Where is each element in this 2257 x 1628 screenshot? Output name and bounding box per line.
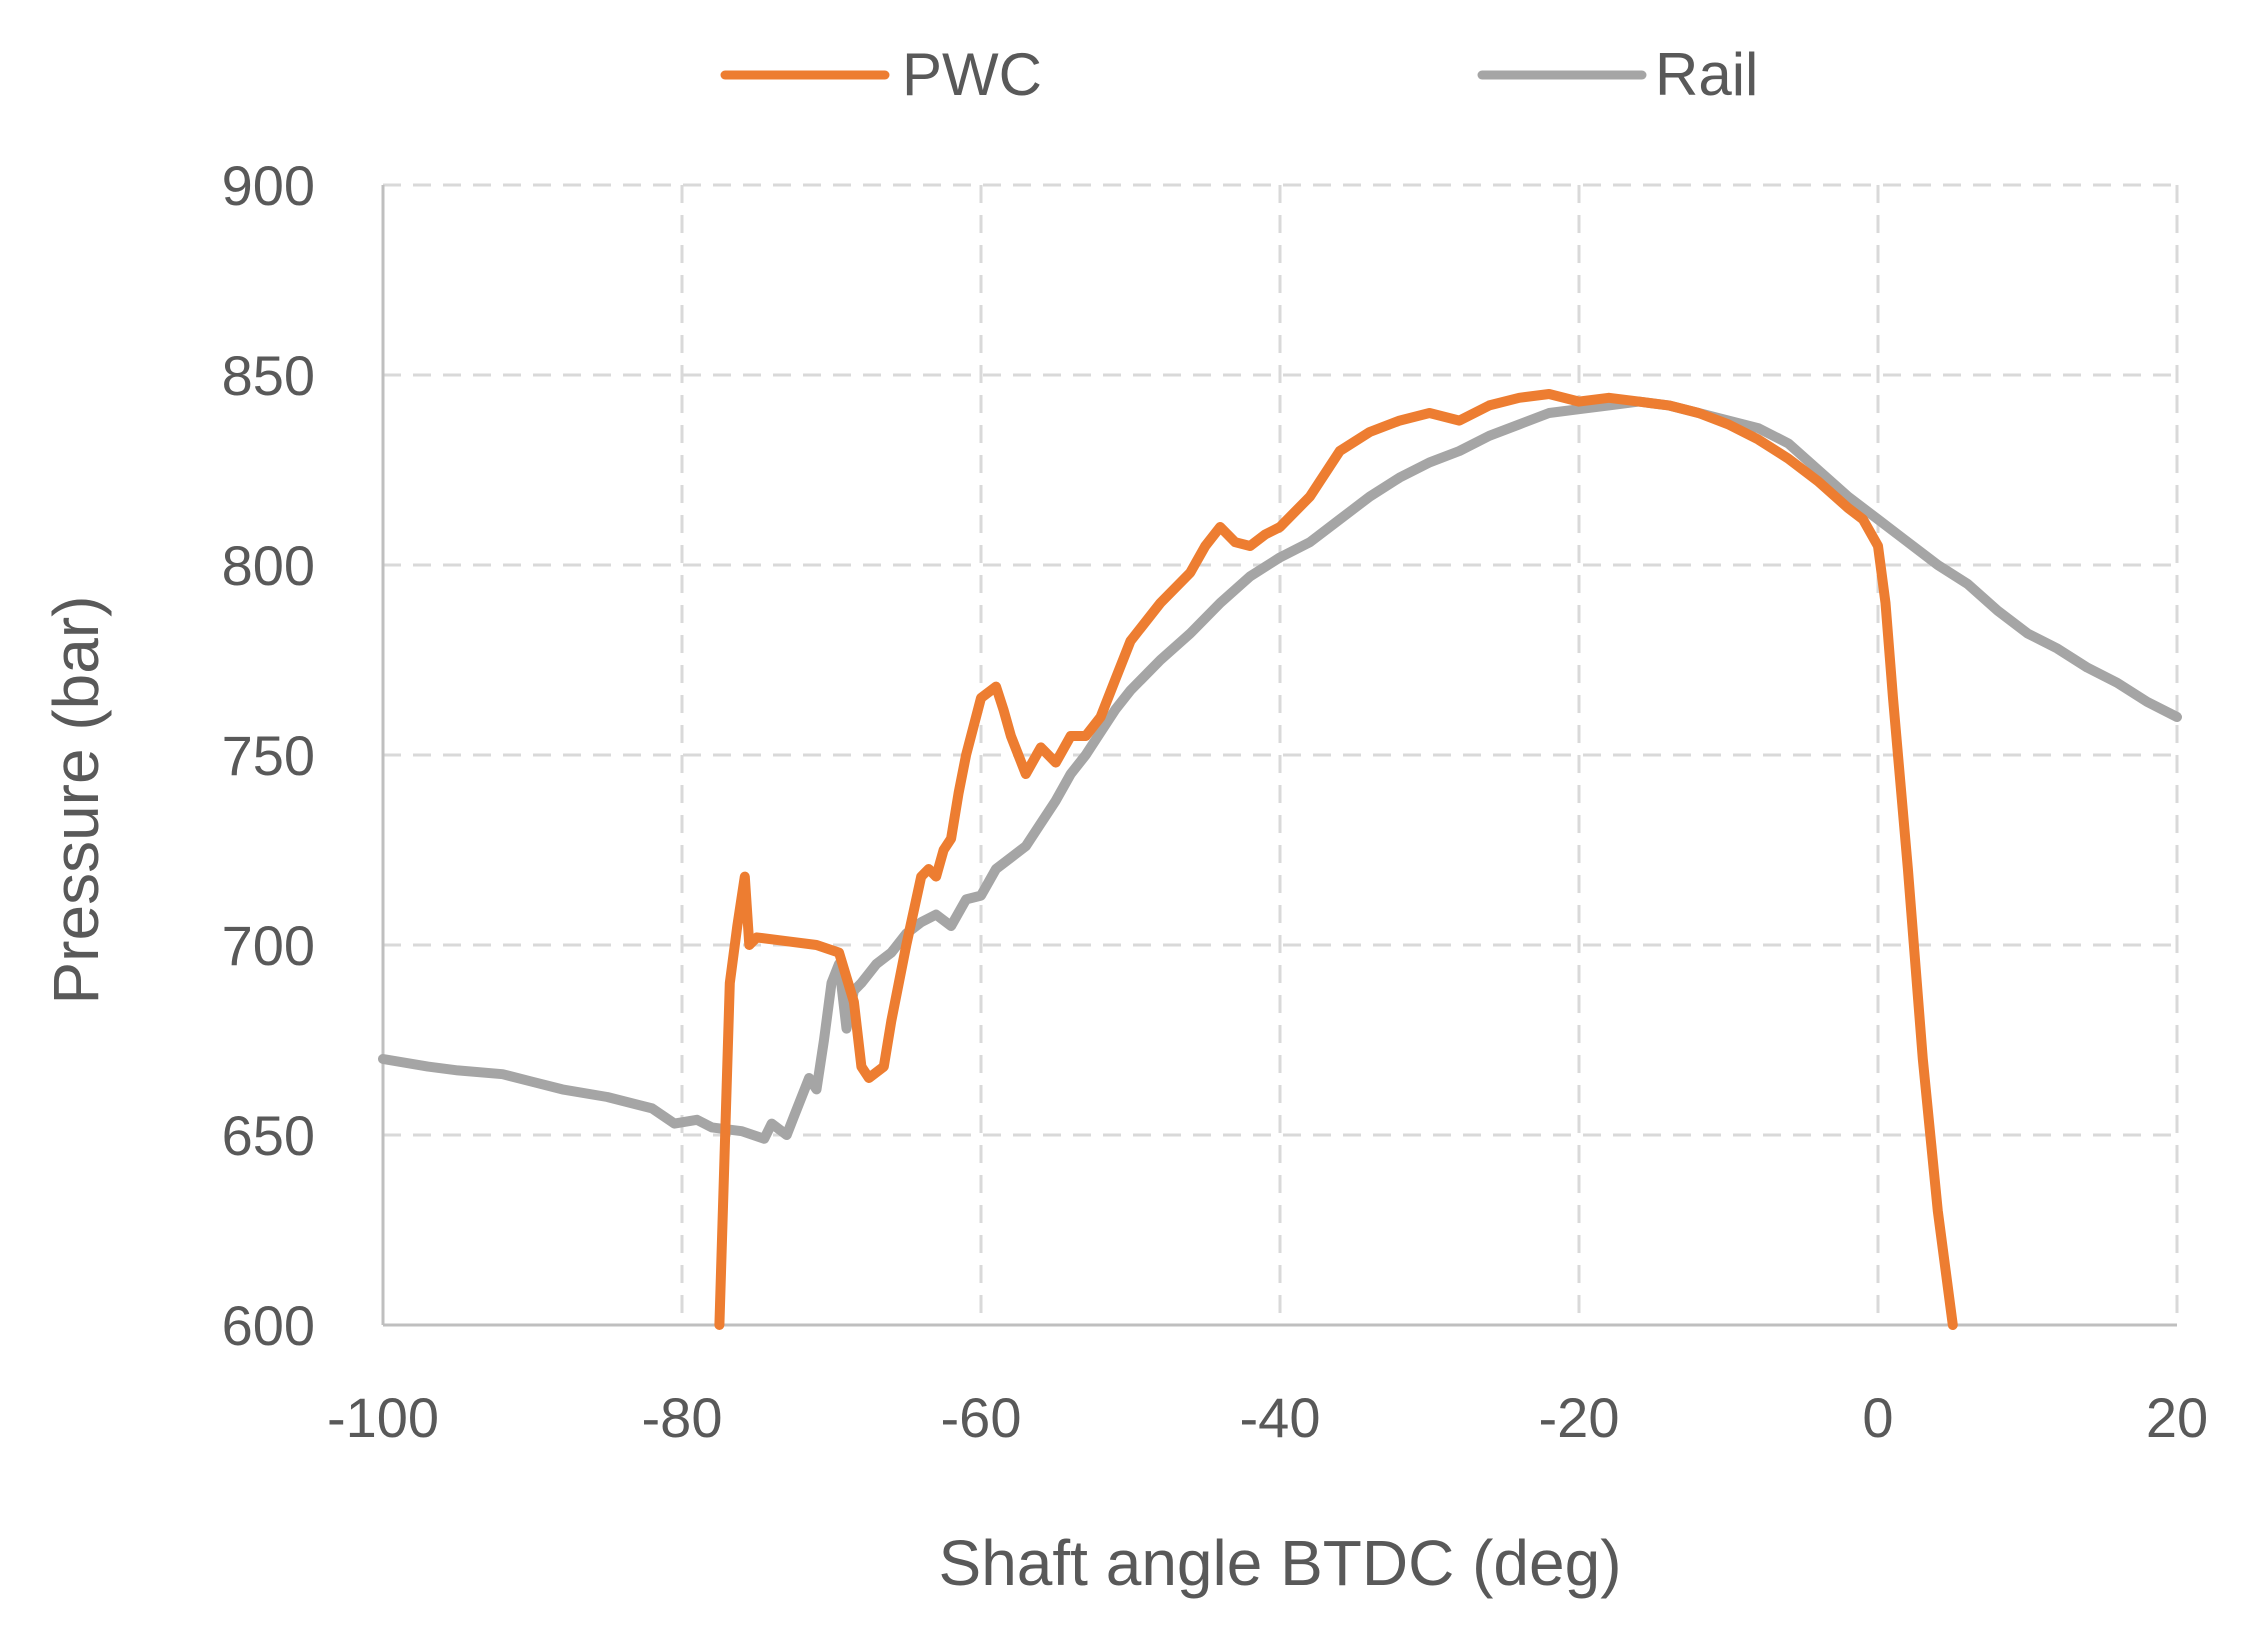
- x-tick-label: -100: [327, 1386, 439, 1449]
- grid: [383, 183, 2179, 1325]
- legend-label-rail: Rail: [1655, 41, 1758, 108]
- y-tick-label: 850: [222, 344, 315, 407]
- axes: [381, 185, 2177, 1327]
- x-axis-title: Shaft angle BTDC (deg): [939, 1527, 1622, 1599]
- y-axis-title: Pressure (bar): [40, 596, 112, 1005]
- legend-label-pwc: PWC: [902, 41, 1042, 108]
- tick-labels: 600 650 700 750 800 850 900 -100 -80 -60 -40 -20 0 20: [222, 154, 2209, 1449]
- legend: PWC Rail: [720, 41, 1758, 108]
- x-tick-label: -40: [1240, 1386, 1321, 1449]
- y-tick-label: 650: [222, 1104, 315, 1167]
- x-tick-label: 20: [2146, 1386, 2208, 1449]
- y-tick-label: 600: [222, 1294, 315, 1357]
- y-tick-label: 900: [222, 154, 315, 217]
- series-layer: [378, 389, 2182, 1330]
- x-tick-label: -60: [941, 1386, 1022, 1449]
- y-tick-label: 700: [222, 914, 315, 977]
- x-tick-label: 0: [1862, 1386, 1893, 1449]
- series-line-pwc: [714, 389, 1958, 1330]
- y-tick-label: 800: [222, 534, 315, 597]
- x-tick-label: -80: [642, 1386, 723, 1449]
- y-tick-label: 750: [222, 724, 315, 787]
- series-line-rail: [378, 396, 2182, 1144]
- x-tick-label: -20: [1539, 1386, 1620, 1449]
